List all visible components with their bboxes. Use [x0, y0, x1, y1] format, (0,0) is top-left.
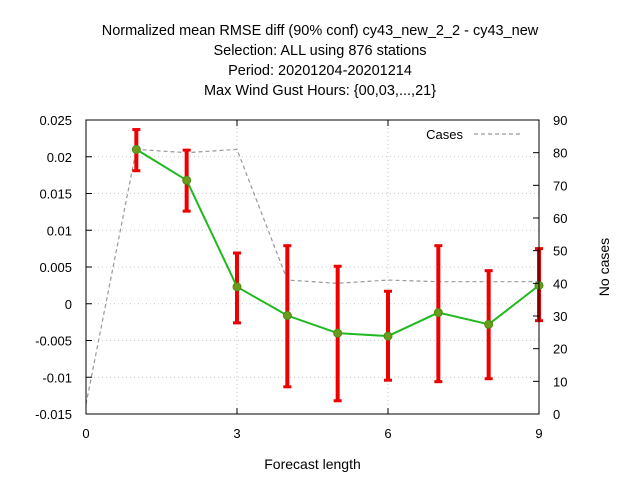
x-tick-label: 0 — [82, 426, 89, 441]
cases-line — [85, 148, 539, 405]
y-tick-label: 0.015 — [39, 187, 72, 202]
cases-series — [85, 148, 539, 405]
x-axis-label: Forecast length — [264, 456, 361, 472]
data-point — [433, 308, 443, 318]
title-line-1: Normalized mean RMSE diff (90% conf) cy4… — [102, 23, 539, 39]
y-tick-label: 0.005 — [39, 260, 72, 275]
y2-tick-label: 90 — [553, 113, 567, 128]
y2-axis-label: No cases — [596, 238, 612, 296]
y2-tick-label: 20 — [553, 342, 567, 357]
y2-tick-label: 30 — [553, 309, 567, 324]
y-tick-label: -0.015 — [35, 407, 72, 422]
title-line-3: Period: 20201204-20201214 — [228, 63, 412, 79]
legend-label-cases: Cases — [426, 127, 463, 142]
x-tick-label: 9 — [535, 426, 542, 441]
y2-tick-label: 80 — [553, 146, 567, 161]
title-line-2: Selection: ALL using 876 stations — [213, 43, 426, 59]
y2-tick-label: 40 — [553, 276, 567, 291]
y-tick-label: 0 — [65, 297, 72, 312]
data-point — [131, 144, 141, 154]
x-tick-label: 6 — [384, 426, 391, 441]
plot-frame — [85, 119, 540, 415]
grid — [86, 120, 539, 414]
y2-tick-label: 0 — [553, 407, 560, 422]
y-tick-label: 0.02 — [47, 150, 72, 165]
y-tick-label: -0.005 — [35, 334, 72, 349]
data-point — [383, 331, 393, 341]
data-point — [232, 282, 242, 292]
score-series — [131, 128, 544, 403]
legend: Cases — [426, 127, 522, 142]
y-tick-label: 0.01 — [47, 223, 72, 238]
x-tick-label: 3 — [233, 426, 240, 441]
title-line-4: Max Wind Gust Hours: {00,03,...,21} — [204, 83, 436, 99]
y-tick-label: 0.025 — [39, 113, 72, 128]
y-tick-label: -0.01 — [42, 370, 72, 385]
y2-tick-label: 10 — [553, 374, 567, 389]
data-point — [484, 319, 494, 329]
axis-ticks: -0.015 -0.01 -0.005 0 0.005 0.01 0.015 0.02 0.02… — [35, 113, 567, 441]
data-point — [333, 328, 343, 338]
data-point — [182, 175, 192, 185]
chart-title: Normalized mean RMSE diff (90% conf) cy4… — [102, 23, 539, 99]
data-point — [282, 311, 292, 321]
y2-tick-label: 50 — [553, 244, 567, 259]
y2-tick-label: 60 — [553, 211, 567, 226]
y2-tick-label: 70 — [553, 178, 567, 193]
